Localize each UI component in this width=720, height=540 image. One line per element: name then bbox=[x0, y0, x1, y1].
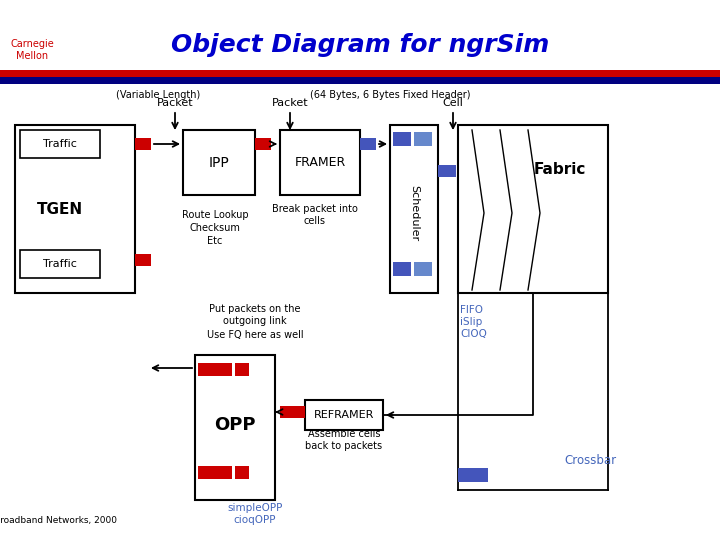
Text: OPP: OPP bbox=[215, 416, 256, 434]
Bar bbox=[235, 466, 249, 479]
Bar bbox=[20, 130, 100, 158]
Text: iSlip: iSlip bbox=[460, 317, 482, 327]
Bar bbox=[414, 262, 432, 276]
Bar bbox=[414, 132, 432, 146]
Text: Traffic: Traffic bbox=[43, 259, 77, 269]
Text: Crossbar: Crossbar bbox=[564, 454, 616, 467]
Bar bbox=[438, 165, 456, 177]
Text: Broadband Networks, 2000: Broadband Networks, 2000 bbox=[0, 516, 117, 524]
Text: Packet: Packet bbox=[271, 98, 308, 108]
Text: IPP: IPP bbox=[209, 156, 230, 170]
Text: Cell: Cell bbox=[443, 98, 464, 108]
Text: Etc: Etc bbox=[207, 236, 222, 246]
Bar bbox=[0, 77, 720, 84]
Text: Object Diagram for ngrSim: Object Diagram for ngrSim bbox=[171, 33, 549, 57]
Bar bbox=[280, 130, 360, 195]
Text: Route Lookup: Route Lookup bbox=[181, 210, 248, 220]
Bar bbox=[393, 262, 411, 276]
Text: FRAMER: FRAMER bbox=[294, 157, 346, 170]
Bar bbox=[305, 400, 383, 430]
Bar bbox=[280, 406, 305, 418]
Bar bbox=[390, 125, 438, 293]
Text: Use FQ here as well: Use FQ here as well bbox=[207, 330, 303, 340]
Bar bbox=[393, 132, 411, 146]
Bar bbox=[183, 130, 255, 195]
Bar bbox=[135, 138, 151, 150]
Text: (64 Bytes, 6 Bytes Fixed Header): (64 Bytes, 6 Bytes Fixed Header) bbox=[310, 90, 470, 100]
Bar bbox=[198, 466, 232, 479]
Text: FIFO: FIFO bbox=[460, 305, 483, 315]
Text: Checksum: Checksum bbox=[189, 223, 240, 233]
Text: REFRAMER: REFRAMER bbox=[314, 410, 374, 420]
Bar bbox=[195, 355, 275, 500]
Text: Packet: Packet bbox=[157, 98, 193, 108]
Text: Break packet into
cells: Break packet into cells bbox=[272, 204, 358, 226]
Bar bbox=[135, 254, 151, 266]
Text: Put packets on the
outgoing link: Put packets on the outgoing link bbox=[210, 304, 301, 326]
Text: simpleOPP: simpleOPP bbox=[228, 503, 283, 513]
Text: cioqOPP: cioqOPP bbox=[234, 515, 276, 525]
Bar bbox=[458, 125, 608, 293]
Bar bbox=[458, 468, 488, 482]
Bar bbox=[255, 138, 271, 150]
Text: Assemble cells
back to packets: Assemble cells back to packets bbox=[305, 429, 382, 451]
Text: TGEN: TGEN bbox=[37, 202, 83, 218]
Bar bbox=[20, 250, 100, 278]
Bar bbox=[198, 363, 232, 376]
Bar bbox=[360, 138, 376, 150]
Text: Fabric: Fabric bbox=[534, 163, 586, 178]
Bar bbox=[15, 125, 135, 293]
Text: CIOQ: CIOQ bbox=[460, 329, 487, 339]
Text: (Variable Length): (Variable Length) bbox=[116, 90, 200, 100]
Text: Scheduler: Scheduler bbox=[409, 185, 419, 241]
Bar bbox=[0, 70, 720, 77]
Text: Traffic: Traffic bbox=[43, 139, 77, 149]
Bar bbox=[235, 363, 249, 376]
Text: Carnegie
Mellon: Carnegie Mellon bbox=[10, 39, 54, 61]
